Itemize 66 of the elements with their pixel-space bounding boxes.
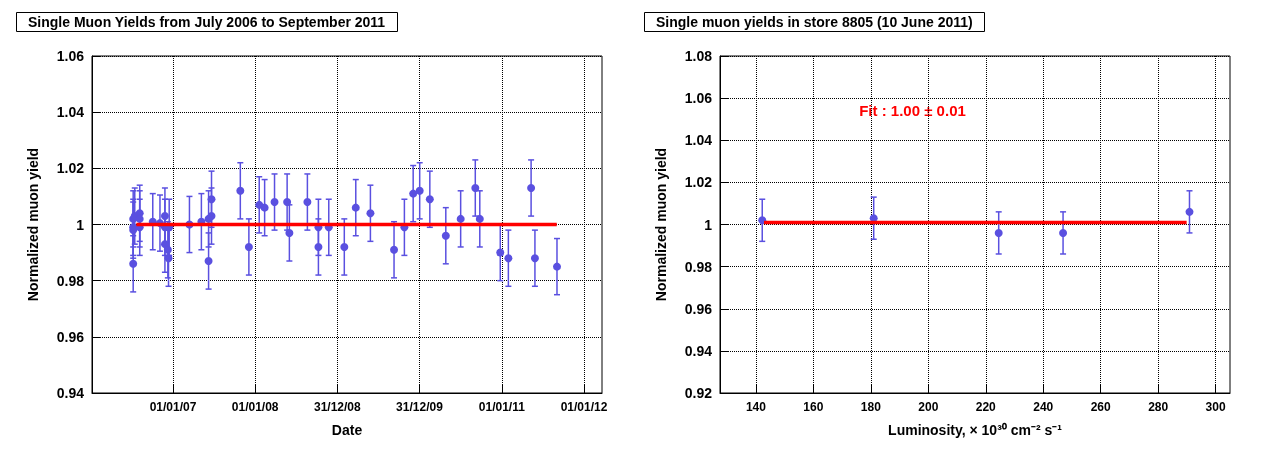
x-tick-label: 200 — [918, 400, 939, 414]
x-tick-label: 180 — [860, 400, 882, 414]
point — [496, 248, 505, 257]
y-tick-label: 0.98 — [684, 258, 713, 275]
point — [409, 189, 418, 198]
y-tick-label: 1.06 — [56, 48, 85, 64]
x-axis-title: Date — [331, 422, 363, 438]
y-axis-title: Normalized muon yield — [653, 147, 669, 302]
point — [303, 198, 312, 207]
y-tick-label: 0.96 — [56, 328, 85, 345]
point — [527, 183, 536, 192]
point — [207, 195, 216, 204]
y-tick-label: 0.94 — [684, 342, 713, 359]
point — [530, 254, 539, 263]
y-tick-label: 1 — [704, 216, 713, 233]
point — [351, 203, 360, 212]
y-axis-title: Normalized muon yield — [25, 147, 41, 302]
point — [475, 214, 484, 223]
point — [504, 254, 513, 263]
x-tick-label: 31/12/08 — [313, 400, 361, 414]
point — [366, 209, 375, 218]
x-tick-label: 01/01/12 — [560, 400, 608, 414]
point — [314, 242, 323, 251]
y-tick-label: 0.98 — [56, 272, 85, 289]
y-tick-label: 1.06 — [684, 90, 713, 107]
x-tick-label: 01/01/08 — [231, 400, 279, 414]
point — [340, 242, 349, 251]
x-tick-label: 31/12/09 — [396, 400, 444, 414]
y-tick-label: 0.92 — [684, 385, 713, 401]
x-tick-label: 280 — [1148, 400, 1169, 414]
y-tick-label: 1.04 — [684, 132, 713, 149]
point — [270, 198, 279, 207]
point — [236, 186, 245, 195]
x-tick-label: 01/01/07 — [149, 400, 197, 414]
point — [1059, 228, 1068, 237]
point — [758, 216, 767, 225]
y-tick-label: 0.96 — [684, 300, 713, 317]
x-tick-label: 160 — [803, 400, 824, 414]
x-tick-label: 220 — [975, 400, 997, 414]
point — [441, 231, 450, 240]
x-tick-label: 300 — [1205, 400, 1226, 414]
x-axis-title: Luminosity, × 10³⁰ cm⁻² s⁻¹ — [888, 422, 1063, 438]
point — [390, 245, 399, 254]
point — [260, 203, 269, 212]
point — [415, 186, 424, 195]
y-tick-label: 1.02 — [56, 160, 85, 177]
x-tick-label: 240 — [1033, 400, 1054, 414]
chart-title: Single Muon Yields from July 2006 to September 2011 — [28, 14, 386, 30]
point — [425, 195, 434, 204]
y-tick-label: 1.08 — [684, 48, 713, 64]
y-tick-label: 1 — [76, 216, 85, 233]
chart-title: Single muon yields in store 8805 (10 June 2011) — [656, 14, 973, 30]
point — [244, 242, 253, 251]
y-tick-label: 0.94 — [56, 385, 85, 401]
x-tick-label: 140 — [745, 400, 767, 414]
y-tick-label: 1.02 — [684, 174, 713, 191]
y-tick-label: 1.04 — [56, 104, 85, 121]
point — [456, 214, 465, 223]
point — [471, 183, 480, 192]
point — [204, 257, 213, 266]
point — [994, 228, 1003, 237]
x-tick-label: 01/01/11 — [478, 400, 526, 414]
x-tick-label: 260 — [1090, 400, 1112, 414]
point — [160, 240, 169, 249]
point — [1185, 207, 1194, 216]
point — [553, 262, 561, 271]
